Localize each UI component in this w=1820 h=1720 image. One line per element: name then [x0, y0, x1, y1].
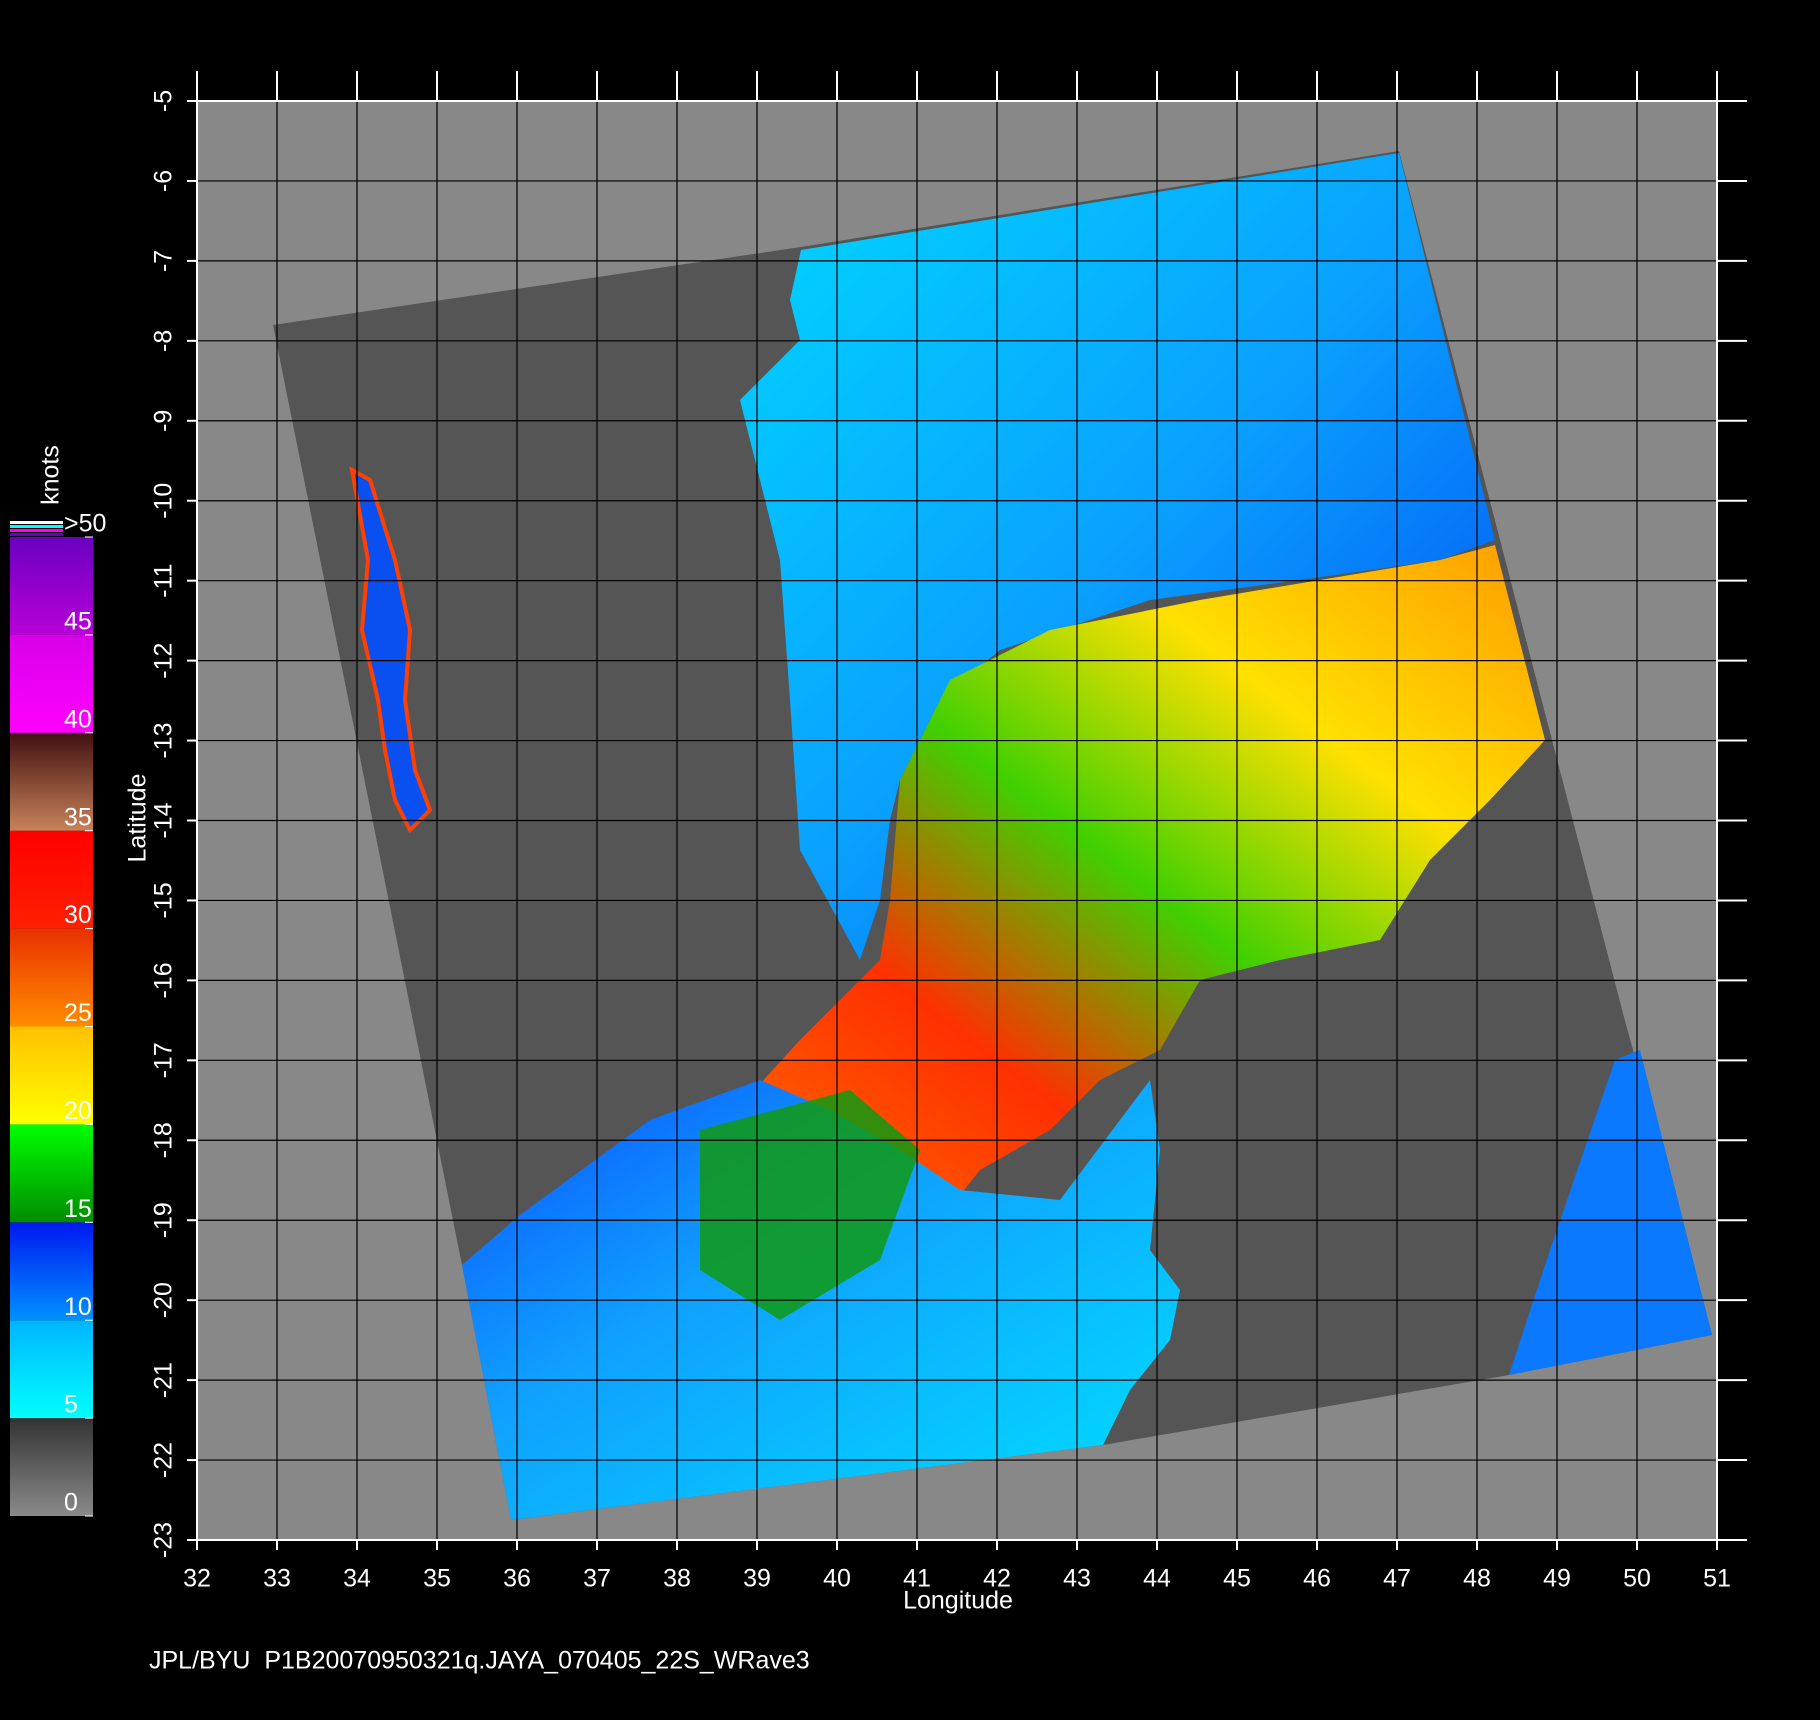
colorbar-segment — [10, 634, 93, 733]
x-tick-label: 51 — [1703, 1565, 1731, 1593]
colorbar-segment — [10, 928, 93, 1027]
colorbar-tick-label: >50 — [64, 510, 106, 538]
x-tick-label: 41 — [903, 1565, 931, 1593]
x-tick-label: 45 — [1223, 1565, 1251, 1593]
x-tick-label: 36 — [503, 1565, 531, 1593]
channel — [600, 545, 1545, 1260]
x-tick-label: 47 — [1383, 1565, 1411, 1593]
x-tick-label: 40 — [823, 1565, 851, 1593]
y-tick-label: -18 — [150, 1122, 178, 1158]
y-tick-label: -16 — [150, 962, 178, 998]
colorbar-segment — [10, 1418, 93, 1516]
green-patch — [700, 1090, 920, 1320]
y-tick-label: -14 — [150, 802, 178, 838]
y-tick-label: -17 — [150, 1042, 178, 1078]
colorbar-cap — [10, 521, 63, 524]
colorbar-tick-label: 25 — [64, 999, 92, 1027]
x-tick-label: 50 — [1623, 1565, 1651, 1593]
y-tick-label: -15 — [150, 882, 178, 918]
colorbar-tick-label: 30 — [64, 901, 92, 929]
colorbar-tick-label: 5 — [64, 1391, 78, 1419]
colorbar-segment — [10, 1222, 93, 1321]
colorbar-tick-label: 40 — [64, 705, 92, 733]
y-tick-label: -20 — [150, 1282, 178, 1318]
y-tick-label: -11 — [150, 564, 178, 598]
x-tick-label: 35 — [423, 1565, 451, 1593]
colorbar-tick-label: 45 — [64, 608, 92, 636]
axes: 32 33 34 35 36 37 38 39 40 41 42 43 44 45 46 47 48 49 50 51… — [10, 71, 1747, 1593]
colorbar-cap — [10, 533, 63, 536]
y-tick-label: -22 — [150, 1442, 178, 1478]
x-tick-label: 49 — [1543, 1565, 1571, 1593]
colorbar-segment — [10, 1124, 93, 1223]
colorbar-tick-label: 35 — [64, 803, 92, 831]
x-tick-label: 43 — [1063, 1565, 1091, 1593]
y-tick-label: -10 — [150, 483, 178, 519]
colorbar-tick-label: 10 — [64, 1293, 92, 1321]
y-tick-label: -7 — [150, 250, 178, 272]
colorbar-tick-label: 20 — [64, 1097, 92, 1125]
colorbar-segment — [10, 732, 93, 831]
y-tick-label: -5 — [150, 90, 178, 112]
colorbar-tick-label: 15 — [64, 1195, 92, 1223]
footer: JPL/BYU P1B20070950321q.JAYA_070405_22S_… — [149, 1647, 810, 1675]
x-tick-label: 48 — [1463, 1565, 1491, 1593]
colorbar-segment — [10, 537, 93, 635]
y-tick-label: -12 — [150, 643, 178, 679]
x-tick-label: 44 — [1143, 1565, 1171, 1593]
y-tick-label: -6 — [150, 170, 178, 192]
y-axis-label: Latitude — [124, 774, 152, 863]
colorbar-cap — [10, 525, 63, 528]
colorbar-tick-label: 0 — [64, 1489, 78, 1517]
ocean-north — [740, 153, 1495, 960]
x-tick-label: 32 — [183, 1565, 211, 1593]
x-axis-label: Longitude — [903, 1587, 1013, 1615]
y-tick-label: -8 — [150, 330, 178, 352]
x-tick-label: 46 — [1303, 1565, 1331, 1593]
colorbar-segment — [10, 1026, 93, 1125]
colorbar-segment — [10, 830, 93, 929]
y-tick-label: -21 — [150, 1362, 178, 1398]
ocean-east — [1509, 1050, 1712, 1375]
x-tick-label: 37 — [583, 1565, 611, 1593]
colorbar-label: knots — [37, 445, 65, 505]
y-tick-label: -13 — [150, 722, 178, 758]
x-tick-label: 38 — [663, 1565, 691, 1593]
x-tick-label: 39 — [743, 1565, 771, 1593]
colorbar-segment — [10, 1320, 93, 1419]
y-tick-label: -9 — [150, 410, 178, 432]
plot-frame — [196, 100, 1718, 1541]
y-tick-label: -19 — [150, 1202, 178, 1238]
x-tick-label: 33 — [263, 1565, 291, 1593]
x-tick-label: 34 — [343, 1565, 371, 1593]
x-tick-label: 42 — [983, 1565, 1011, 1593]
colorbar-cap — [10, 529, 63, 532]
y-tick-label: -23 — [150, 1522, 178, 1558]
